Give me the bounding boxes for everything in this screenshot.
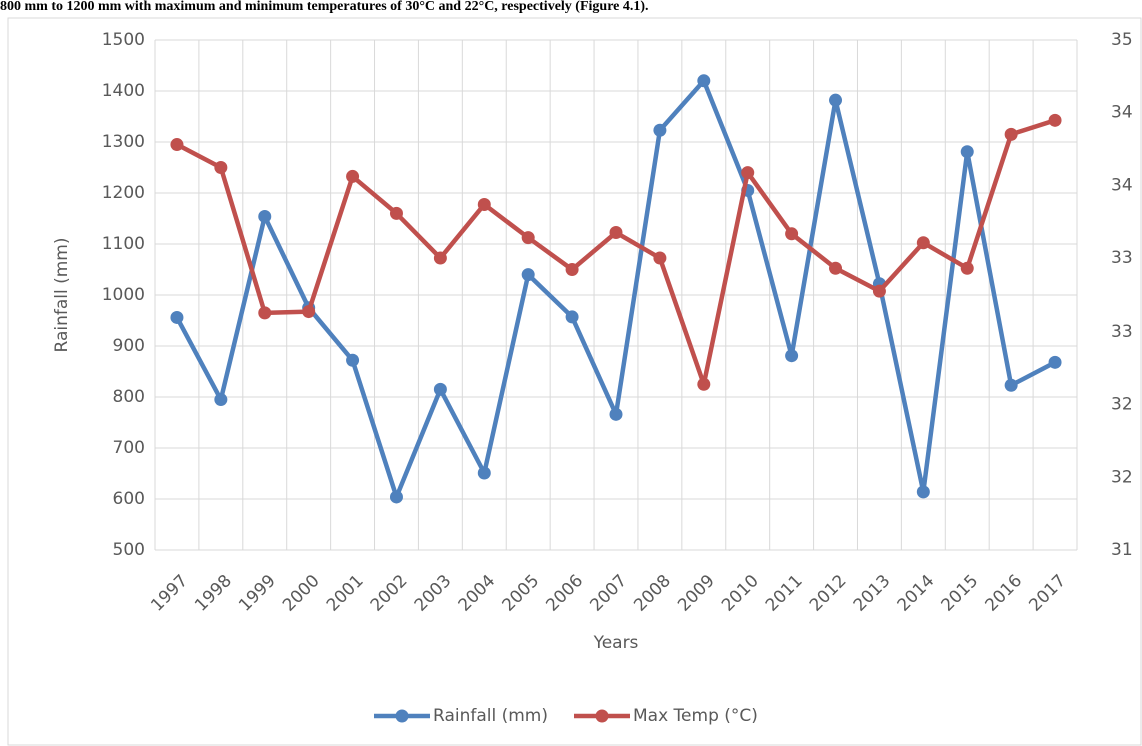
chart-frame <box>7 17 1142 746</box>
data-point <box>258 306 272 320</box>
y2-tick-label: 34 <box>1111 175 1133 195</box>
data-point <box>785 349 799 363</box>
y-tick-label: 900 <box>113 336 145 356</box>
data-point <box>785 227 799 241</box>
data-point <box>829 93 843 107</box>
data-point <box>302 305 316 319</box>
data-point <box>170 138 184 152</box>
data-point <box>565 263 579 276</box>
caption: 800 mm to 1200 mm with maximum and minim… <box>0 0 649 14</box>
y2-tick-label: 31 <box>1111 540 1133 560</box>
data-point <box>433 382 447 396</box>
data-point <box>433 251 447 265</box>
data-point <box>697 377 711 391</box>
data-point <box>653 123 667 137</box>
y-tick-label: 1100 <box>102 234 145 254</box>
y-tick-label: 1300 <box>102 132 145 152</box>
y2-tick-label: 32 <box>1111 467 1133 487</box>
data-point <box>170 310 184 324</box>
data-point <box>346 353 360 367</box>
data-point <box>389 490 403 504</box>
data-point <box>916 485 930 499</box>
data-point <box>609 407 623 421</box>
data-point <box>1004 378 1018 392</box>
y2-tick-label: 34 <box>1111 103 1133 123</box>
data-point <box>1048 355 1062 369</box>
y2-tick-label: 33 <box>1111 322 1133 342</box>
data-point <box>872 284 886 298</box>
data-point <box>565 310 579 324</box>
y-axis-label: Rainfall (mm) <box>52 238 72 353</box>
data-point <box>609 226 623 240</box>
data-point <box>258 209 272 223</box>
data-point <box>916 236 930 250</box>
data-point <box>477 466 491 480</box>
x-axis-label: Years <box>593 633 639 653</box>
legend-label: Max Temp (°C) <box>633 706 758 726</box>
y-tick-label: 600 <box>113 489 145 509</box>
y2-tick-label: 33 <box>1111 248 1133 268</box>
data-point <box>960 145 974 159</box>
y-tick-label: 800 <box>113 387 145 407</box>
data-point <box>1004 127 1018 141</box>
legend-marker <box>595 709 609 723</box>
y-tick-label: 700 <box>113 438 145 458</box>
data-point <box>741 166 755 180</box>
y-tick-label: 1200 <box>102 183 145 203</box>
data-point <box>214 161 228 174</box>
data-point <box>829 261 843 275</box>
data-point <box>521 231 535 245</box>
y-tick-label: 1500 <box>102 30 145 50</box>
legend-label: Rainfall (mm) <box>433 706 548 726</box>
data-point <box>389 206 403 220</box>
data-point <box>1048 113 1062 127</box>
data-point <box>697 74 711 88</box>
data-point <box>477 197 491 211</box>
y-tick-label: 1000 <box>102 285 145 305</box>
data-point <box>960 261 974 275</box>
y2-tick-label: 35 <box>1111 30 1133 50</box>
y-tick-label: 500 <box>113 540 145 560</box>
data-point <box>214 393 228 407</box>
data-point <box>653 251 667 265</box>
y2-tick-label: 32 <box>1111 395 1133 415</box>
legend-marker <box>395 709 409 723</box>
data-point <box>521 268 535 282</box>
y-tick-label: 1400 <box>102 81 145 101</box>
data-point <box>346 169 360 183</box>
